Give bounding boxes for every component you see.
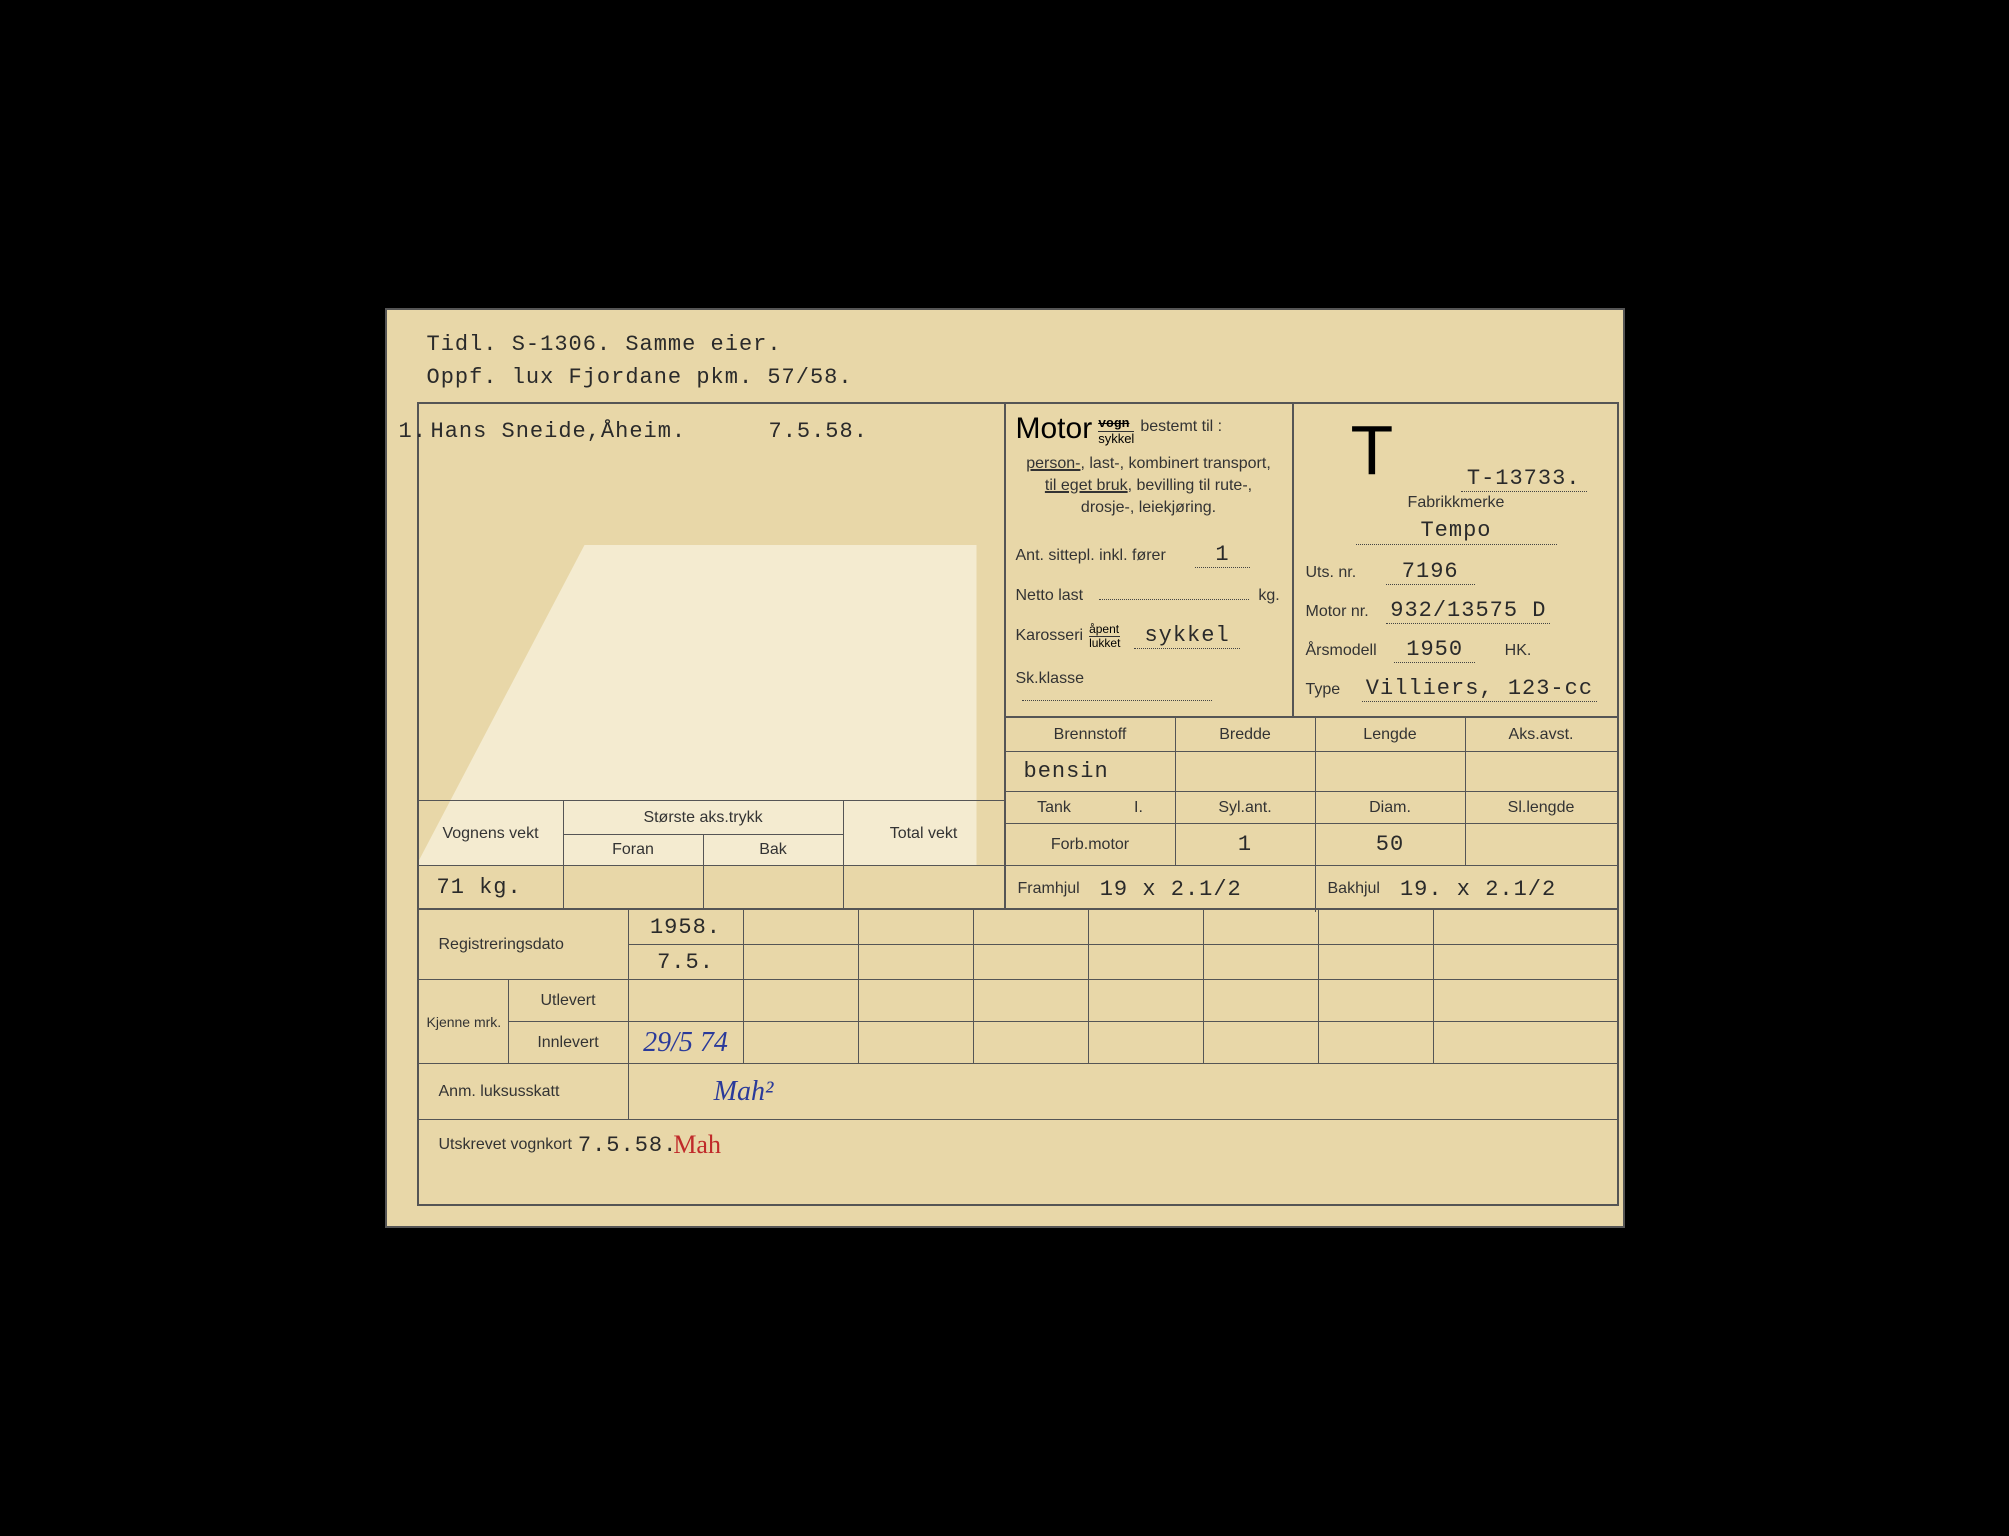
framhjul-label: Framhjul [1018, 880, 1080, 898]
innlevert-handwriting: 29/5 74 [629, 1022, 743, 1063]
motor-line-3: drosje-, leiekjøring. [1016, 497, 1282, 519]
arsmodell-label: Årsmodell [1306, 642, 1377, 659]
luksus-handwriting: Mah² [629, 1064, 859, 1119]
sylant-label: Syl.ant. [1176, 792, 1316, 823]
vognens-vekt-label: Vognens vekt [419, 801, 564, 835]
fabrikkmerke-label: Fabrikkmerke [1306, 494, 1607, 512]
karosseri-value: sykkel [1134, 623, 1239, 649]
utlevert-label: Utlevert [509, 980, 628, 1022]
header-line-1: Tidl. S-1306. Samme eier. [427, 328, 1613, 361]
bestemt-label: bestemt til : [1140, 418, 1222, 436]
skklasse-label: Sk.klasse [1016, 670, 1084, 687]
reg-box: T T-13733. Fabrikkmerke Tempo Uts. nr. 7… [1296, 404, 1617, 716]
sllengde-label: Sl.lengde [1466, 792, 1617, 823]
brennstoff-label: Brennstoff [1006, 718, 1176, 751]
storste-aks-label: Største aks.trykk [564, 801, 843, 835]
type-label: Type [1306, 681, 1341, 698]
reg-no: T-13733. [1461, 466, 1587, 492]
vognens-vekt-value: 71 kg. [419, 866, 564, 909]
diam-value: 50 [1316, 824, 1466, 865]
reg-dato-label: Registreringsdato [419, 910, 629, 979]
main-box: 1. Hans Sneide,Åheim. 7.5.58. Vognens ve… [417, 402, 1619, 910]
header-line-2: Oppf. lux Fjordane pkm. 57/58. [427, 361, 1613, 394]
foran-label: Foran [564, 835, 704, 865]
motor-title: Motor [1016, 412, 1093, 446]
aksavst-label: Aks.avst. [1466, 718, 1617, 751]
motor-nr-label: Motor nr. [1306, 603, 1369, 620]
utskrevet-label: Utskrevet vognkort [439, 1136, 572, 1154]
vogn-struck: vogn [1098, 416, 1134, 431]
motor-line-1: person-, last-, kombinert transport, [1016, 453, 1282, 475]
owner-date: 7.5.58. [769, 419, 868, 444]
motor-nr-value: 932/13575 D [1386, 598, 1550, 624]
utskrevet-value: 7.5.58. [578, 1133, 677, 1158]
header-lines: Tidl. S-1306. Samme eier. Oppf. lux Fjor… [397, 328, 1613, 394]
tank-label: Tank [1037, 799, 1071, 817]
anm-luksus-label: Anm. luksusskatt [419, 1064, 629, 1119]
motor-line-2: til eget bruk, bevilling til rute-, [1016, 475, 1282, 497]
lengde-label: Lengde [1316, 718, 1466, 751]
karosseri-label: Karosseri [1016, 627, 1084, 645]
netto-last-unit: kg. [1258, 587, 1279, 604]
bakhjul-value: 19. x 2.1/2 [1400, 877, 1556, 902]
owner-name: Hans Sneide,Åheim. [431, 419, 687, 444]
diam-label: Diam. [1316, 792, 1466, 823]
type-value: Villiers, 123-cc [1362, 676, 1597, 702]
bak-label: Bak [704, 835, 844, 865]
fabrikkmerke-value: Tempo [1356, 518, 1557, 545]
kjenne-label: Kjenne mrk. [419, 980, 509, 1063]
brennstoff-value: bensin [1006, 752, 1176, 791]
bakhjul-label: Bakhjul [1328, 880, 1380, 898]
framhjul-value: 19 x 2.1/2 [1100, 877, 1242, 902]
spec-table: Brennstoff Bredde Lengde Aks.avst. bensi… [1004, 716, 1617, 908]
uts-nr-label: Uts. nr. [1306, 564, 1357, 581]
sylant-value: 1 [1176, 824, 1316, 865]
reg-dato-day: 7.5. [629, 945, 743, 979]
ant-sittepl-value: 1 [1195, 542, 1249, 568]
owner-row-num: 1. [399, 419, 427, 444]
apent-label: åpent [1089, 623, 1120, 636]
tank-unit: I. [1134, 799, 1143, 817]
total-vekt-label: Total vekt [844, 801, 1004, 835]
netto-last-label: Netto last [1016, 587, 1084, 604]
forbmotor-label: Forb.motor [1006, 824, 1176, 865]
reg-dato-year: 1958. [629, 910, 743, 945]
big-t: T [1351, 410, 1394, 490]
ant-sittepl-label: Ant. sittepl. inkl. fører [1016, 547, 1166, 564]
registration-card: Tidl. S-1306. Samme eier. Oppf. lux Fjor… [385, 308, 1625, 1228]
uts-nr-value: 7196 [1386, 559, 1475, 585]
weight-table: Vognens vekt Største aks.trykk Total vek… [419, 800, 1004, 908]
hk-label: HK. [1505, 642, 1532, 659]
innlevert-label: Innlevert [509, 1022, 628, 1063]
owner-column: 1. Hans Sneide,Åheim. 7.5.58. Vognens ve… [419, 404, 1004, 908]
motor-box: Motor vogn sykkel bestemt til : person-,… [1004, 404, 1294, 716]
bredde-label: Bredde [1176, 718, 1316, 751]
utskrevet-handwriting: Mah [673, 1130, 721, 1160]
sykkel-label: sykkel [1098, 431, 1134, 446]
bottom-grid: Registreringsdato 1958. 7.5. [417, 910, 1619, 1206]
arsmodell-value: 1950 [1394, 637, 1475, 663]
lukket-label: lukket [1089, 636, 1120, 650]
